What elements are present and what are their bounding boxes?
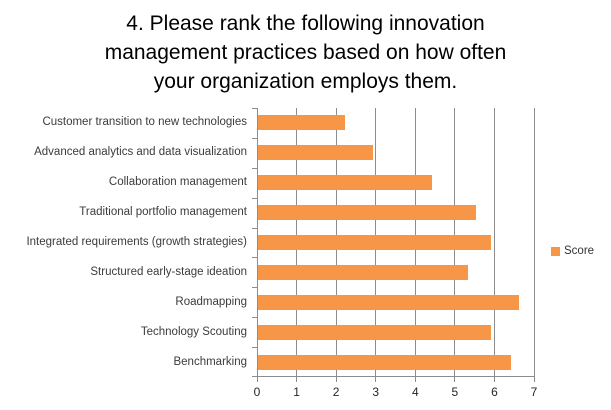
x-axis-line (257, 376, 534, 377)
y-axis-tick (252, 167, 257, 169)
legend: Score (551, 245, 594, 257)
chart-title-line: management practices based on how often (104, 41, 507, 64)
y-axis-tick (252, 376, 257, 377)
x-tick-label: 3 (372, 385, 380, 399)
score-bar (258, 175, 433, 191)
category-label: Collaboration management (108, 176, 247, 189)
y-axis-line (257, 108, 258, 377)
score-bar (258, 205, 476, 221)
chart-title-line: your organization employs them. (153, 70, 458, 93)
category-label: Technology Scouting (140, 325, 247, 338)
score-bar (258, 115, 346, 131)
x-tick-label: 1 (293, 385, 300, 399)
x-tick-label: 4 (411, 385, 419, 399)
x-axis-tick (414, 377, 416, 382)
y-axis-tick (252, 197, 257, 199)
category-label: Traditional portfolio management (79, 206, 247, 219)
x-tick-label: 5 (451, 385, 459, 399)
score-bar (258, 324, 492, 340)
y-axis-tick (252, 317, 257, 319)
x-axis-tick (454, 377, 456, 382)
y-axis-tick (252, 108, 257, 109)
y-axis-tick (252, 257, 257, 259)
x-axis-tick (256, 377, 258, 382)
category-label: Integrated requirements (growth strategi… (26, 236, 247, 248)
x-axis-tick (335, 377, 337, 382)
score-bar (258, 264, 468, 280)
x-tick-label: 0 (253, 385, 261, 399)
chart-title: 4. Please rank the following innovation m… (0, 9, 611, 96)
gridline (533, 108, 535, 377)
score-bar (258, 235, 492, 250)
x-axis-tick (493, 377, 495, 382)
legend-color-swatch (551, 246, 560, 256)
y-axis-tick (252, 137, 257, 139)
legend-label: Score (564, 245, 595, 257)
category-axis-labels: Customer transition to new technologies A… (0, 108, 247, 377)
score-bar (258, 294, 520, 310)
y-axis-tick (252, 227, 257, 229)
x-axis-tick (375, 377, 377, 382)
score-bar (258, 145, 373, 161)
x-tick-label: 2 (332, 385, 340, 399)
y-axis-tick (252, 287, 257, 289)
x-tick-label: 6 (491, 385, 498, 399)
gridline (493, 108, 495, 377)
plot-area: 0 1 2 3 4 5 6 7 (252, 108, 537, 399)
category-label: Customer transition to new technologies (42, 116, 247, 129)
category-label: Structured early-stage ideation (90, 265, 247, 278)
category-label: Advanced analytics and data visualizatio… (34, 146, 247, 159)
category-label: Benchmarking (173, 355, 247, 368)
chart-title-line: 4. Please rank the following innovation (126, 12, 485, 35)
x-axis-tick (296, 377, 298, 382)
x-axis-tick (533, 377, 535, 382)
x-tick-label: 7 (530, 385, 538, 399)
category-label: Roadmapping (175, 295, 247, 308)
score-bar (258, 354, 512, 370)
y-axis-tick (252, 347, 257, 349)
